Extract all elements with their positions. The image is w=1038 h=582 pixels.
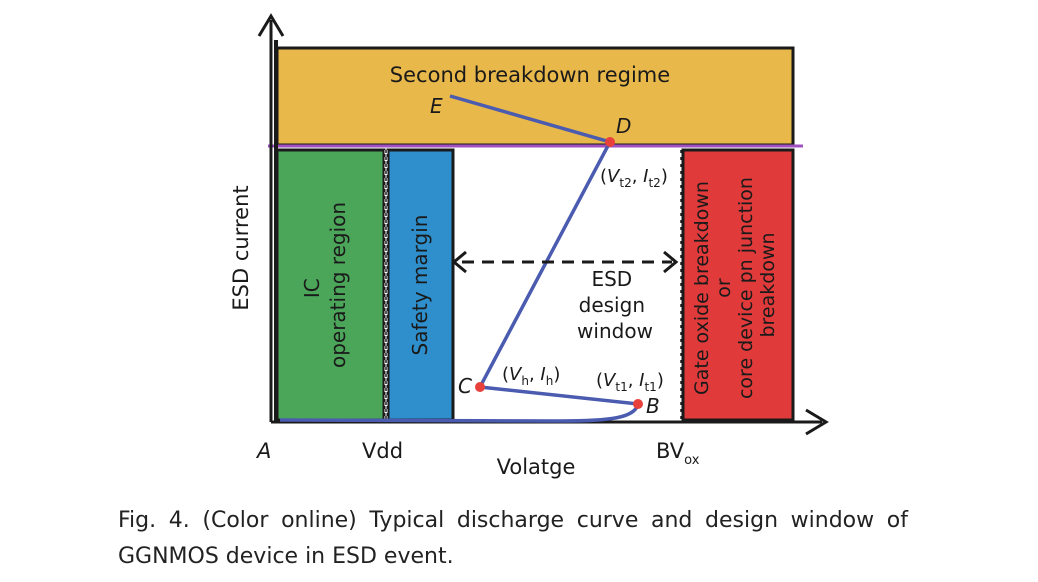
- figure-caption: Fig. 4. (Color online) Typical discharge…: [118, 508, 908, 569]
- point-d-label: D: [616, 114, 631, 138]
- y-axis-arrow: [257, 13, 285, 37]
- ic-operating-region: [275, 148, 386, 422]
- x-axis-arrow: [805, 408, 829, 436]
- esd-window-label: ESD design window: [577, 267, 653, 343]
- point-e-label: E: [430, 94, 443, 118]
- vdd-tick-label: Vdd: [362, 439, 403, 463]
- y-axis-label: ESD current: [229, 185, 253, 310]
- breakdown-region: [681, 148, 795, 422]
- x-axis-label: Volatge: [497, 455, 576, 479]
- bvox-tick-label: BVox: [656, 439, 700, 468]
- point-d-marker: [605, 137, 615, 147]
- second-breakdown-label: Second breakdown regime: [390, 63, 670, 87]
- design-window-arrow-left-head: [451, 250, 467, 274]
- vt2-it2-label: (Vt2, It2): [600, 166, 668, 190]
- point-c-label: C: [458, 374, 472, 398]
- safety-margin-label: Safety margin: [408, 215, 432, 356]
- discharge-curve: [279, 94, 641, 423]
- ic-region-label: IC operating region: [300, 202, 350, 368]
- vt1-it1-label: (Vt1, It1): [596, 370, 664, 394]
- point-b-marker: [633, 399, 643, 409]
- point-c-marker: [475, 382, 485, 392]
- second-breakdown-band: [275, 46, 795, 147]
- esd-design-window: [455, 150, 680, 420]
- design-window-arrow-right-head: [663, 250, 679, 274]
- breakdown-region-label: Gate oxide breakdown or core device pn j…: [691, 171, 779, 399]
- origin-label: A: [255, 439, 271, 463]
- discharge-curve-diagram: Second breakdown regime IC operating reg…: [229, 13, 829, 479]
- point-b-label: B: [646, 394, 660, 418]
